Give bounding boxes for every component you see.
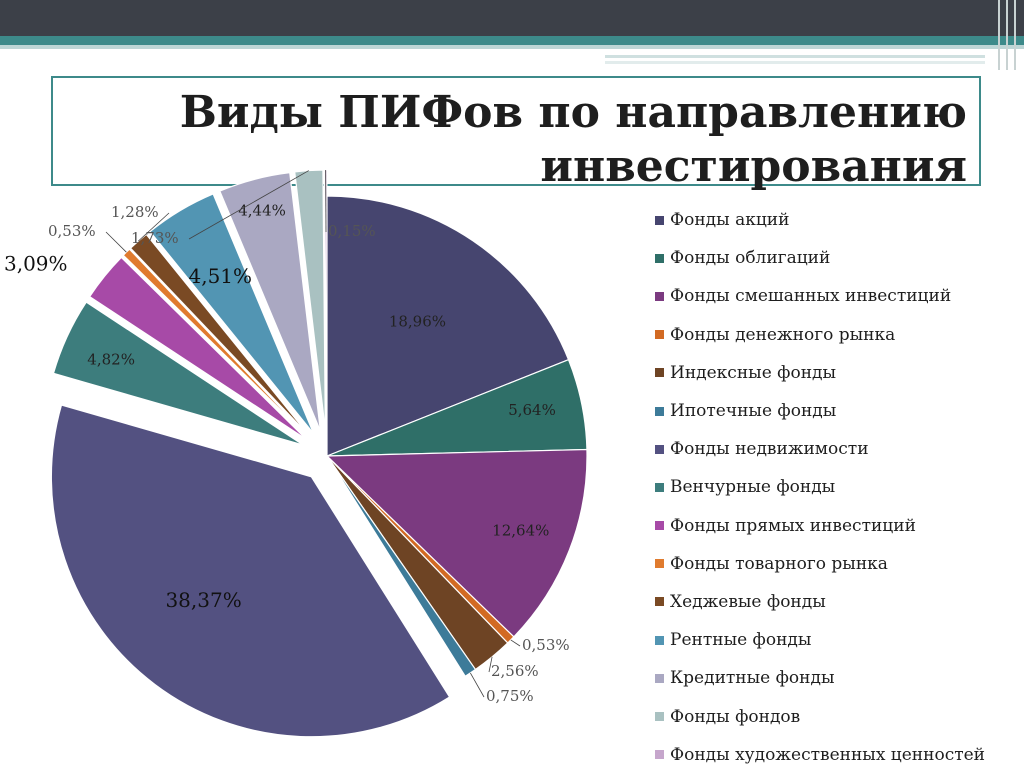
legend-label: Венчурные фонды — [670, 477, 835, 497]
legend-item: Фонды прямых инвестиций — [655, 507, 1015, 545]
legend-swatch — [655, 521, 664, 530]
legend-swatch — [655, 445, 664, 454]
slice-value-label: 5,64% — [508, 401, 556, 419]
legend-item: Фонды товарного рынка — [655, 545, 1015, 583]
legend-item: Фонды фондов — [655, 697, 1015, 735]
legend-swatch — [655, 750, 664, 759]
slice-value-label: 3,09% — [4, 252, 68, 276]
leader-line — [511, 640, 520, 646]
legend-label: Рентные фонды — [670, 630, 811, 650]
legend-swatch — [655, 216, 664, 225]
legend-item: Ипотечные фонды — [655, 392, 1015, 430]
legend-label: Хеджевые фонды — [670, 592, 826, 612]
slice-value-label: 18,96% — [389, 313, 446, 331]
legend-swatch — [655, 712, 664, 721]
slice-value-label: 1,28% — [111, 203, 159, 221]
legend-swatch — [655, 483, 664, 492]
slice-value-label: 4,44% — [238, 202, 286, 220]
legend-swatch — [655, 407, 664, 416]
legend-item: Фонды художественных ценностей — [655, 736, 1015, 774]
slice-value-label: 0,15% — [328, 222, 376, 240]
legend-swatch — [655, 330, 664, 339]
legend-item: Фонды смешанных инвестиций — [655, 277, 1015, 315]
slice-value-label: 0,75% — [486, 687, 534, 705]
slice-value-label: 4,51% — [189, 264, 253, 288]
legend-item: Фонды денежного рынка — [655, 316, 1015, 354]
legend-swatch — [655, 254, 664, 263]
legend-item: Фонды акций — [655, 201, 1015, 239]
legend-swatch — [655, 674, 664, 683]
legend-label: Индексные фонды — [670, 363, 836, 383]
slice-value-label: 0,53% — [522, 636, 570, 654]
legend-item: Фонды недвижимости — [655, 430, 1015, 468]
legend-label: Фонды денежного рынка — [670, 325, 895, 345]
leader-line — [470, 673, 484, 697]
legend-swatch — [655, 559, 664, 568]
legend-label: Фонды фондов — [670, 707, 800, 727]
legend-label: Фонды облигаций — [670, 248, 830, 268]
slice-value-label: 2,56% — [491, 662, 539, 680]
legend-swatch — [655, 292, 664, 301]
legend-label: Фонды товарного рынка — [670, 554, 888, 574]
legend-label: Фонды смешанных инвестиций — [670, 286, 951, 306]
legend-label: Фонды прямых инвестиций — [670, 516, 916, 536]
leader-line — [106, 232, 126, 252]
slice-value-label: 0,53% — [48, 222, 96, 240]
legend-swatch — [655, 368, 664, 377]
legend-swatch — [655, 597, 664, 606]
legend-label: Фонды художественных ценностей — [670, 745, 985, 765]
slice-value-label: 12,64% — [492, 522, 549, 540]
chart-legend: Фонды акций Фонды облигаций Фонды смешанны… — [655, 201, 1015, 774]
legend-item: Рентные фонды — [655, 621, 1015, 659]
slice-value-label: 38,37% — [165, 588, 241, 612]
legend-item: Фонды облигаций — [655, 239, 1015, 277]
legend-item: Венчурные фонды — [655, 468, 1015, 506]
legend-item: Хеджевые фонды — [655, 583, 1015, 621]
legend-item: Индексные фонды — [655, 354, 1015, 392]
slice-value-label: 1,73% — [131, 229, 179, 247]
legend-label: Фонды недвижимости — [670, 439, 869, 459]
legend-swatch — [655, 636, 664, 645]
legend-item: Кредитные фонды — [655, 659, 1015, 697]
slice-value-label: 4,82% — [87, 350, 135, 368]
legend-label: Фонды акций — [670, 210, 789, 230]
legend-label: Ипотечные фонды — [670, 401, 836, 421]
legend-label: Кредитные фонды — [670, 668, 835, 688]
